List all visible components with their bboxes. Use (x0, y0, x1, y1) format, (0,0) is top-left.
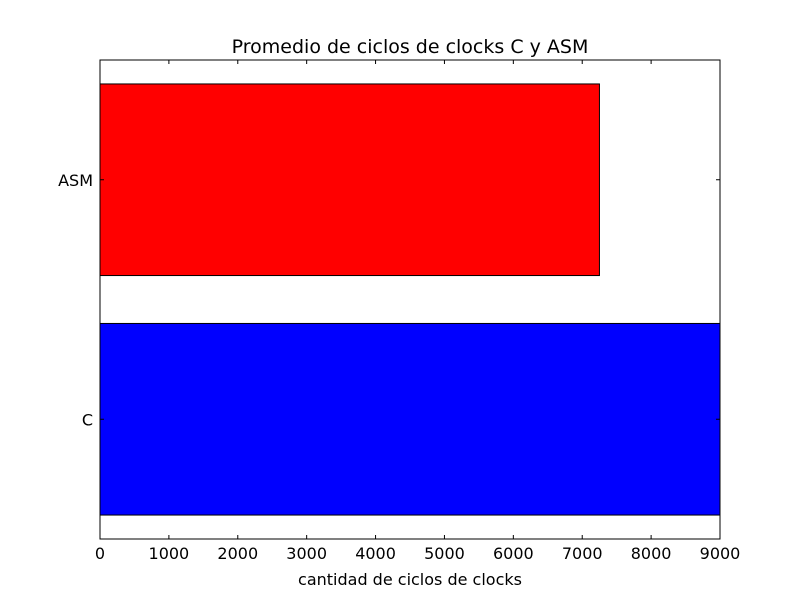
x-tick-label: 6000 (493, 544, 534, 563)
x-tick-label: 7000 (562, 544, 603, 563)
plot-frame (99, 59, 721, 540)
x-tick-label: 1000 (149, 544, 190, 563)
x-tick-label: 4000 (355, 544, 396, 563)
x-tick-label: 8000 (631, 544, 672, 563)
y-tick-label: ASM (58, 171, 93, 190)
x-tick-label: 5000 (424, 544, 465, 563)
x-tick-label: 2000 (217, 544, 258, 563)
x-axis-label: cantidad de ciclos de clocks (298, 570, 522, 589)
y-tick-label: C (82, 410, 93, 429)
x-tick-label: 9000 (700, 544, 741, 563)
x-tick-label: 3000 (286, 544, 327, 563)
bar-asm (99, 83, 600, 277)
bar-c (99, 322, 721, 516)
x-tick-label: 0 (95, 544, 105, 563)
chart-title: Promedio de ciclos de clocks C y ASM (232, 36, 589, 58)
